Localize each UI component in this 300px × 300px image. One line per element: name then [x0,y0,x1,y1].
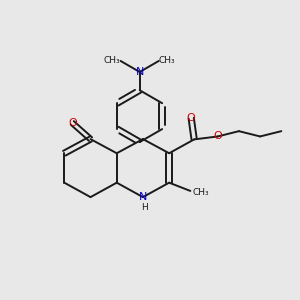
Text: H: H [141,203,148,212]
Text: O: O [213,131,222,142]
Text: O: O [187,113,196,123]
Text: N: N [136,67,144,77]
Text: CH₃: CH₃ [104,56,121,65]
Text: N: N [139,192,147,202]
Text: CH₃: CH₃ [193,188,209,197]
Text: CH₃: CH₃ [159,56,176,65]
Text: O: O [68,118,76,128]
